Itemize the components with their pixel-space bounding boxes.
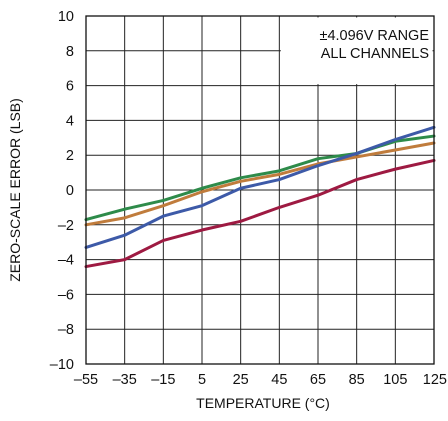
series-layer [84, 125, 436, 269]
y-tick-label: 6 [66, 79, 74, 95]
y-tick-label: 0 [66, 183, 74, 199]
x-tick-label: 45 [271, 372, 287, 388]
y-tick-label: –6 [58, 287, 74, 303]
x-tick-label: –55 [74, 372, 98, 388]
y-tick-label: 4 [66, 113, 74, 129]
series-line-3 [84, 125, 436, 249]
x-tick-label: –35 [113, 372, 137, 388]
x-tick-label: 5 [198, 372, 206, 388]
series-line-4 [84, 158, 436, 269]
x-tick-label: 105 [383, 372, 407, 388]
annotation-box [280, 17, 433, 85]
x-tick-label: 125 [423, 372, 447, 388]
y-tick-label: –8 [58, 322, 74, 338]
y-tick-labels: –10 –8 –6 –4 –2 0 2 4 6 8 10 [50, 9, 74, 373]
x-tick-labels: –55 –35 –15 5 25 45 65 85 105 125 [74, 372, 447, 388]
y-tick-label: –2 [58, 218, 74, 234]
annotation-range: ±4.096V RANGE [319, 28, 429, 44]
x-tick-label: 85 [349, 372, 365, 388]
y-tick-label: 2 [66, 148, 74, 164]
annotation-channels: ALL CHANNELS [321, 46, 429, 62]
x-tick-label: 65 [310, 372, 326, 388]
y-tick-label: 8 [66, 44, 74, 60]
plot-frame [85, 15, 435, 365]
y-tick-label: 10 [58, 9, 74, 25]
y-tick-label: –4 [58, 253, 74, 269]
y-axis-title: ZERO-SCALE ERROR (LSB) [7, 98, 23, 282]
x-axis-title: TEMPERATURE (°C) [196, 395, 330, 411]
y-tick-label: –10 [50, 357, 74, 373]
x-tick-label: 25 [233, 372, 249, 388]
x-tick-label: –15 [151, 372, 175, 388]
series-line-2 [84, 141, 436, 227]
